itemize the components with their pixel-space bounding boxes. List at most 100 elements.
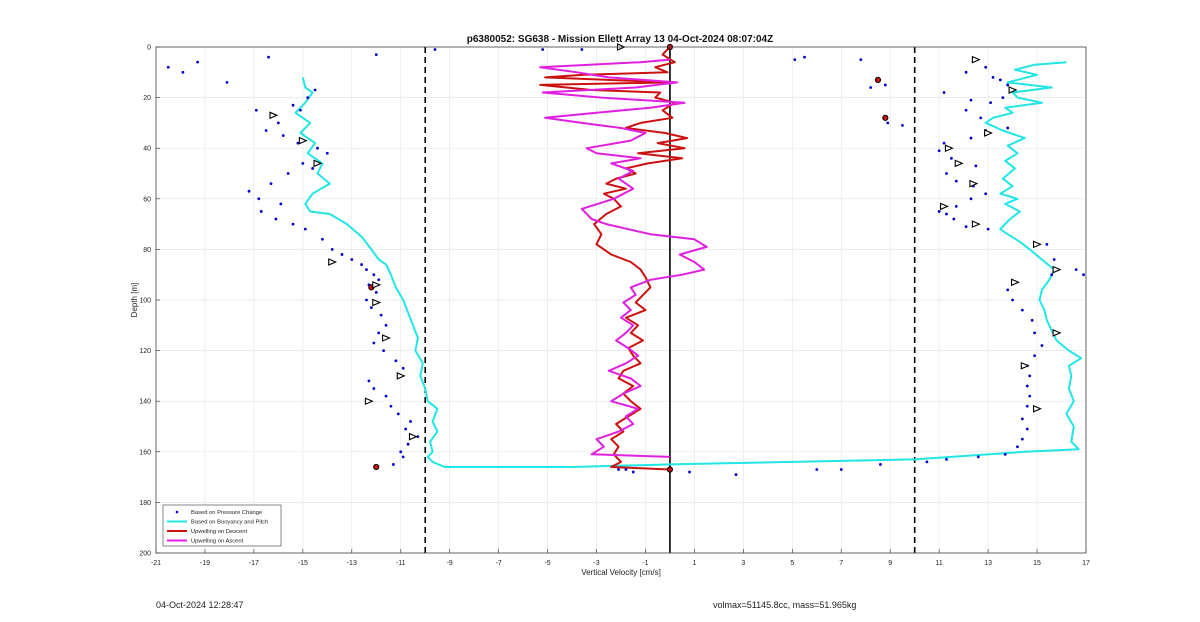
series-layer xyxy=(166,46,1085,476)
data-point-pressure-change xyxy=(365,298,368,302)
y-tick-label: 200 xyxy=(139,551,151,558)
data-point-pressure-change xyxy=(1033,354,1037,358)
data-point-pressure-change xyxy=(1020,308,1024,312)
marker-triangle xyxy=(1052,329,1062,337)
data-point-pressure-change xyxy=(815,468,819,471)
legend-label: Upwelling on Ascent xyxy=(191,539,244,545)
data-point-pressure-change xyxy=(984,65,988,69)
x-tick-label: -3 xyxy=(593,560,599,567)
data-point-pressure-change xyxy=(316,146,319,150)
data-point-pressure-change xyxy=(276,121,280,125)
data-point-pressure-change xyxy=(372,273,376,277)
data-point-pressure-change xyxy=(964,70,968,74)
y-tick-label: 140 xyxy=(139,399,151,406)
x-tick-label: -21 xyxy=(151,560,161,567)
data-point-pressure-change xyxy=(406,442,410,446)
x-tick-label: 13 xyxy=(984,560,992,567)
data-point-pressure-change xyxy=(949,156,953,160)
data-point-pressure-change xyxy=(969,197,973,201)
legend-label: Based on Buoyancy and Pitch xyxy=(191,520,268,526)
y-tick-label: 0 xyxy=(147,45,151,52)
marker-triangle xyxy=(1010,278,1020,287)
marker-triangle xyxy=(328,258,338,266)
data-point-pressure-change xyxy=(954,204,958,208)
data-point-pressure-change xyxy=(166,65,170,69)
footer-volume-mass: volmax=51145.8cc, mass=51.965kg xyxy=(713,600,857,610)
data-point-pressure-change xyxy=(937,149,941,153)
data-point-pressure-change xyxy=(976,455,980,459)
marker-triangle xyxy=(944,144,954,153)
data-point-pressure-change xyxy=(225,81,229,84)
data-point-pressure-change xyxy=(969,136,973,140)
data-point-pressure-change xyxy=(1074,268,1078,272)
x-tick-label: -11 xyxy=(396,560,406,567)
chart-title: p6380052: SG638 - Mission Ellett Array 1… xyxy=(467,34,773,45)
data-point-pressure-change xyxy=(1011,298,1014,302)
data-point-pressure-change xyxy=(382,349,386,352)
x-tick-label: -5 xyxy=(544,560,550,567)
marker-circle xyxy=(373,463,380,471)
data-point-pressure-change xyxy=(384,323,388,327)
data-point-pressure-change xyxy=(399,450,403,454)
data-point-pressure-change xyxy=(1025,384,1029,388)
data-point-pressure-change xyxy=(859,58,863,62)
x-axis-ticks: -21 -19 -17 -15 -13 -11 -9 -7 -5 -3 -1 1 3 5 7 9 11 13 15 1… xyxy=(151,549,1090,567)
data-point-pressure-change xyxy=(259,210,263,213)
data-point-pressure-change xyxy=(1028,374,1032,378)
data-point-pressure-change xyxy=(945,172,948,175)
data-point-pressure-change xyxy=(984,192,988,196)
data-point-pressure-change xyxy=(1006,126,1010,130)
data-point-pressure-change xyxy=(401,455,405,459)
data-point-pressure-change xyxy=(311,167,315,170)
data-point-pressure-change xyxy=(1052,258,1056,261)
footer-timestamp: 04-Oct-2024 12:28:47 xyxy=(156,600,244,610)
data-point-pressure-change xyxy=(1020,417,1024,421)
data-point-pressure-change xyxy=(631,470,635,474)
marker-triangle xyxy=(382,334,391,342)
marker-triangle xyxy=(969,179,979,188)
data-point-pressure-change xyxy=(301,161,305,165)
data-point-pressure-change xyxy=(734,473,738,476)
data-point-pressure-change xyxy=(1045,242,1049,246)
legend-label: Upwelling on Descent xyxy=(191,529,247,535)
x-tick-label: -7 xyxy=(496,560,502,567)
data-point-pressure-change xyxy=(389,404,393,408)
y-tick-label: 20 xyxy=(143,95,151,102)
data-point-pressure-change xyxy=(1006,83,1010,87)
marker-triangle xyxy=(1033,240,1042,249)
data-point-pressure-change xyxy=(372,341,376,345)
data-point-pressure-change xyxy=(986,227,990,231)
data-point-pressure-change xyxy=(367,379,371,383)
y-tick-label: 60 xyxy=(143,196,151,203)
y-tick-label: 80 xyxy=(143,247,151,254)
data-point-pressure-change xyxy=(688,470,691,474)
data-point-pressure-change xyxy=(279,202,283,206)
marker-triangle xyxy=(940,202,949,211)
grid-lines xyxy=(155,46,1087,554)
data-point-pressure-change xyxy=(306,96,310,99)
data-point-pressure-change xyxy=(257,197,261,201)
data-point-pressure-change xyxy=(998,78,1002,82)
data-point-pressure-change xyxy=(374,291,378,294)
chart-legend: Based on Pressure Change Based on Buoyanc… xyxy=(162,504,282,547)
data-point-pressure-change xyxy=(945,212,948,216)
x-tick-label: 5 xyxy=(790,560,794,567)
data-point-pressure-change xyxy=(391,463,395,466)
data-point-pressure-change xyxy=(1082,273,1085,277)
marker-triangle xyxy=(971,220,981,228)
data-point-pressure-change xyxy=(350,258,354,261)
marker-triangle xyxy=(408,432,418,441)
data-point-pressure-change xyxy=(937,210,941,213)
data-point-pressure-change xyxy=(1006,288,1010,292)
data-point-pressure-change xyxy=(313,88,317,92)
marker-circle xyxy=(882,114,889,121)
x-tick-label: -9 xyxy=(447,560,453,567)
marker-triangle xyxy=(372,280,382,289)
data-point-pressure-change xyxy=(580,48,584,51)
legend-box xyxy=(162,504,282,547)
x-tick-label: 15 xyxy=(1033,560,1041,567)
data-point-pressure-change xyxy=(384,394,388,398)
data-point-pressure-change xyxy=(254,108,258,112)
data-point-pressure-change xyxy=(991,75,995,79)
data-point-pressure-change xyxy=(803,55,806,59)
